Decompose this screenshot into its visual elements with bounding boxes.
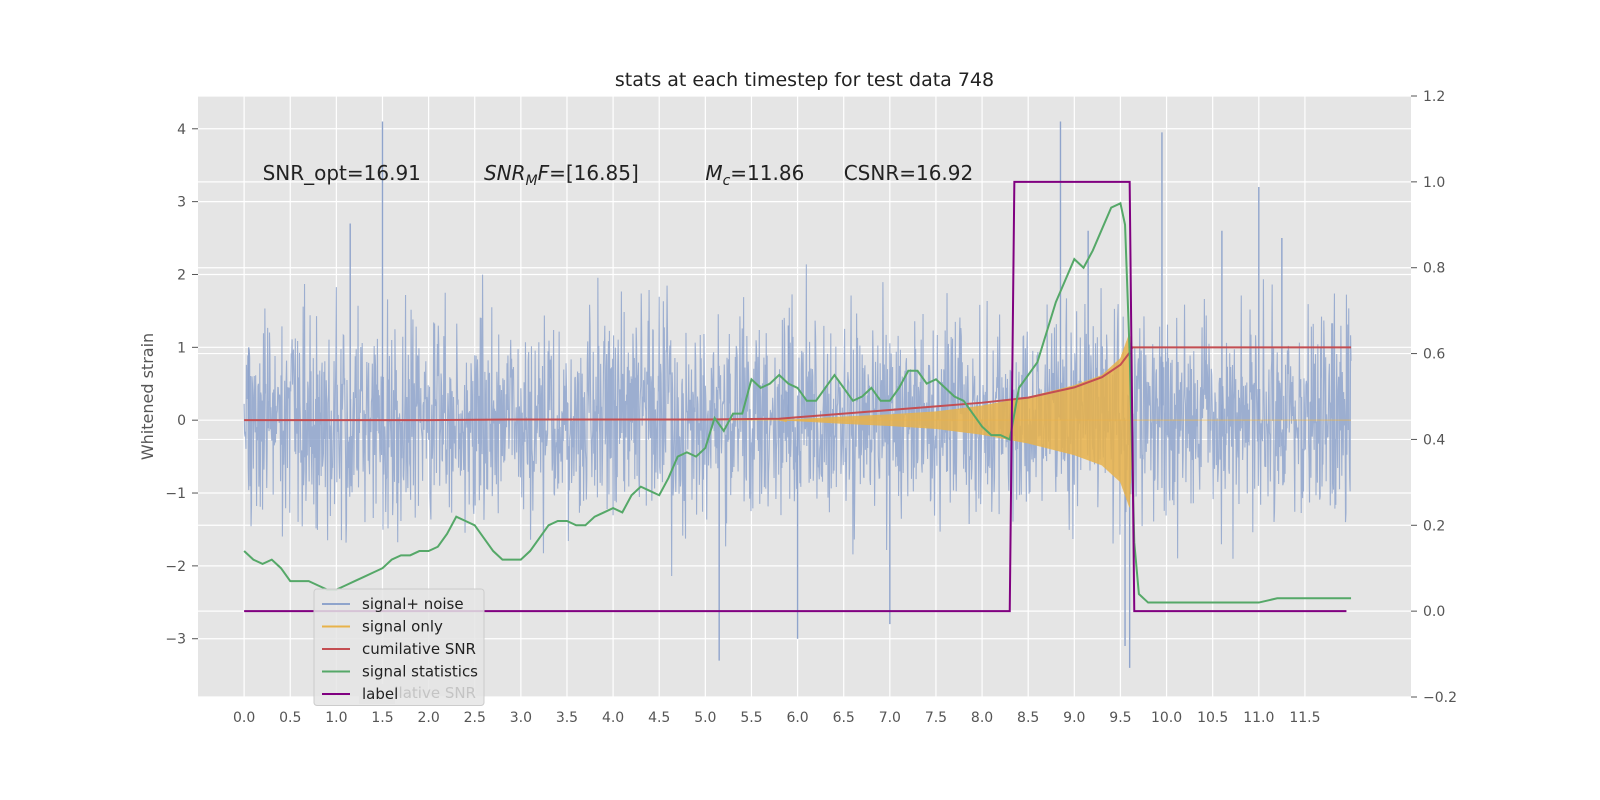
x-tick-label: 9.5 [1109, 710, 1131, 726]
x-tick-label: 2.0 [417, 710, 439, 726]
series-cumilative-snr [244, 346, 1352, 422]
y2-tick-label: 0.8 [1423, 261, 1445, 277]
x-tick-label: 8.5 [1017, 710, 1039, 726]
y2-tick-label: 1.0 [1423, 175, 1445, 191]
series-signal-noise [243, 264, 1352, 576]
series-label [244, 180, 1347, 613]
x-tick-label: 3.5 [556, 710, 578, 726]
x-tick-label: 3.0 [510, 710, 532, 726]
y-axis-label: Whitened strain [138, 333, 157, 460]
annotation-csnr: CSNR=16.92 [844, 161, 974, 185]
axis-ticks: 0.0 0.5 1.0 1.5 2.0 2.5 3.0 3.5 4.0 4.5 5.0 5.5 6.0 6… [165, 89, 1457, 726]
legend-item-label: signal only [362, 618, 443, 636]
annotation-mc: Mc=11.86 [705, 161, 804, 189]
y-tick-label: 0 [177, 413, 186, 429]
y2-tick-label: 0.2 [1423, 518, 1445, 534]
x-tick-label: 10.5 [1197, 710, 1228, 726]
y-tick-label: −1 [165, 486, 186, 502]
x-tick-label: 5.0 [694, 710, 716, 726]
annotation-snr-mf: SNRMF=[16.85] [484, 161, 639, 189]
y2-tick-label: 0.4 [1423, 432, 1445, 448]
legend-item-label: cumilative SNR [362, 640, 476, 658]
x-tick-label: 4.0 [602, 710, 624, 726]
x-tick-label: 7.5 [925, 710, 947, 726]
legend-box [313, 588, 485, 706]
y2-tick-label: 0.0 [1423, 604, 1445, 620]
x-tick-label: 7.0 [879, 710, 901, 726]
y2-tick-label: −0.2 [1423, 690, 1457, 706]
chart-title: stats at each timestep for test data 748 [615, 69, 994, 91]
x-tick-label: 8.0 [971, 710, 993, 726]
x-tick-label: 0.0 [233, 710, 255, 726]
annotation-layer: SNR_opt=16.91 SNRMF=[16.85] Mc=11.86 CSNR=1… [263, 161, 974, 189]
series-signal-statistics [243, 201, 1352, 604]
x-tick-label: 11.5 [1289, 710, 1320, 726]
y-tick-label: 3 [177, 195, 186, 211]
x-tick-label: 2.5 [464, 710, 486, 726]
series-layer [243, 121, 1352, 668]
x-tick-label: 1.5 [371, 710, 393, 726]
annotation-snr-opt: SNR_opt=16.91 [263, 161, 421, 185]
y2-tick-label: 0.6 [1423, 347, 1445, 363]
x-tick-label: 10.0 [1151, 710, 1182, 726]
y-tick-label: 2 [177, 267, 186, 283]
legend-mask [359, 684, 395, 704]
legend-item-label: signal statistics [362, 663, 478, 681]
legend-item-label: label [362, 685, 398, 703]
legend-item-label: signal+ noise [362, 595, 464, 613]
x-tick-label: 6.0 [786, 710, 808, 726]
x-tick-label: 1.0 [325, 710, 347, 726]
y2-tick-label: 1.2 [1423, 89, 1445, 105]
x-tick-label: 11.0 [1243, 710, 1274, 726]
x-tick-label: 4.5 [648, 710, 670, 726]
x-tick-label: 0.5 [279, 710, 301, 726]
y-tick-label: −3 [165, 632, 186, 648]
x-tick-label: 5.5 [740, 710, 762, 726]
y-tick-label: −2 [165, 559, 186, 575]
x-tick-label: 9.0 [1063, 710, 1085, 726]
y-tick-label: 4 [177, 122, 186, 138]
series-signal-only [779, 333, 1133, 508]
x-tick-label: 6.5 [833, 710, 855, 726]
y-tick-label: 1 [177, 340, 186, 356]
